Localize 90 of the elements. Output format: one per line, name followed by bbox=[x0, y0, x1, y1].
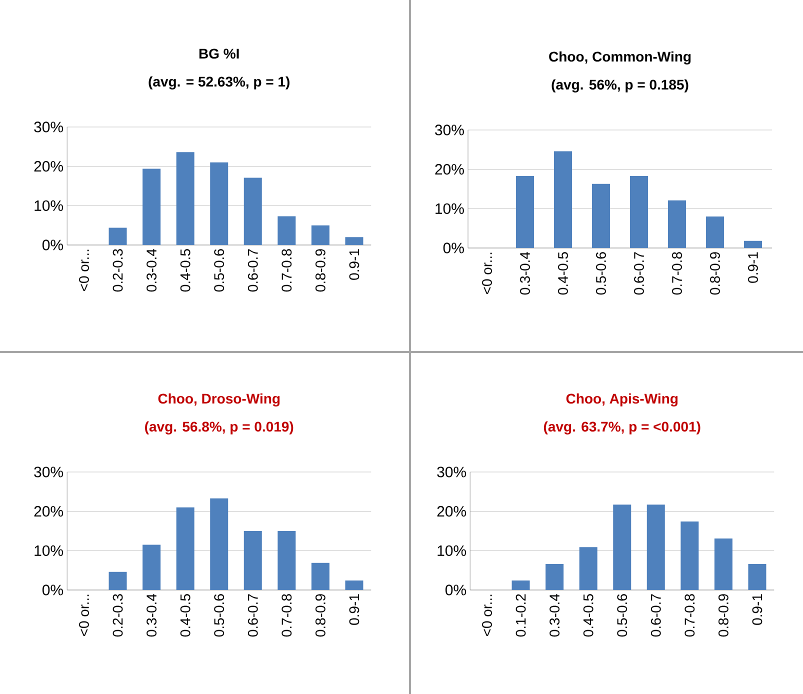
bar bbox=[278, 216, 296, 245]
x-tick-label: 0.4-0.5 bbox=[180, 249, 190, 292]
x-tick-label: 0.3-0.4 bbox=[146, 248, 157, 292]
bar bbox=[142, 544, 161, 590]
x-tick-label: 0.8-0.9 bbox=[315, 249, 326, 292]
x-tick-label: 0.8-0.9 bbox=[710, 252, 720, 295]
chart-title: Choo, Apis-Wing bbox=[566, 393, 678, 406]
bar bbox=[613, 504, 632, 590]
x-tick-label: 0.8-0.9 bbox=[718, 594, 728, 637]
y-tick-label: 10% bbox=[34, 200, 64, 211]
x-tick-label: 0.6-0.7 bbox=[634, 252, 644, 295]
x-tick-label: 0.1-0.2 bbox=[516, 594, 526, 637]
chart-subtitle: (avg. 56%, p = 0.185) bbox=[552, 79, 688, 92]
bar bbox=[592, 184, 610, 248]
x-tick-label: 0.7-0.8 bbox=[282, 249, 292, 292]
y-tick-label: 20% bbox=[34, 161, 64, 172]
x-tick-label: 0.8-0.9 bbox=[315, 594, 326, 637]
x-tick-label: <0 or... bbox=[79, 250, 89, 292]
bar bbox=[668, 200, 686, 248]
y-tick-label: 0% bbox=[445, 584, 466, 596]
bar bbox=[714, 538, 732, 590]
bar bbox=[311, 225, 330, 245]
y-tick-label: 30% bbox=[435, 124, 464, 136]
y-tick-label: 20% bbox=[437, 506, 466, 517]
x-tick-label: <0 or... bbox=[482, 252, 492, 294]
y-tick-label: 20% bbox=[34, 506, 64, 517]
bar bbox=[345, 580, 364, 590]
bar bbox=[680, 522, 699, 590]
bar bbox=[512, 580, 530, 590]
x-tick-label: 0.4-0.5 bbox=[583, 594, 594, 637]
bar bbox=[646, 504, 665, 590]
bar bbox=[176, 507, 194, 590]
x-tick-label: 0.4-0.5 bbox=[558, 252, 568, 295]
bar bbox=[744, 240, 762, 248]
x-tick-label: 0.4-0.5 bbox=[180, 594, 190, 637]
x-tick-label: <0 or... bbox=[79, 594, 89, 636]
x-tick-label: 0.2-0.3 bbox=[112, 249, 123, 292]
x-tick-label: 0.9-1 bbox=[748, 252, 758, 283]
bar bbox=[210, 162, 228, 245]
y-tick-label: 0% bbox=[443, 242, 464, 254]
chart-title: Choo, Common-Wing bbox=[549, 51, 691, 64]
bar bbox=[244, 178, 262, 245]
x-tick-label: 0.9-1 bbox=[349, 249, 360, 280]
y-tick-label: 20% bbox=[435, 164, 464, 175]
chart-subtitle: (avg. 56.8%, p = 0.019) bbox=[145, 421, 294, 434]
x-tick-label: 0.6-0.7 bbox=[248, 249, 258, 292]
y-tick-label: 10% bbox=[438, 545, 466, 556]
bar bbox=[142, 168, 161, 245]
y-tick-label: 30% bbox=[437, 466, 466, 478]
y-tick-label: 30% bbox=[34, 466, 64, 478]
y-tick-label: 30% bbox=[34, 122, 64, 132]
x-tick-label: 0.5-0.6 bbox=[214, 594, 224, 637]
x-tick-label: 0.6-0.7 bbox=[650, 594, 661, 637]
bar bbox=[748, 564, 766, 590]
bar bbox=[278, 531, 296, 590]
bar bbox=[546, 564, 564, 590]
x-tick-label: 0.5-0.6 bbox=[596, 252, 606, 295]
bar bbox=[554, 151, 572, 248]
bar bbox=[345, 237, 364, 245]
bar bbox=[516, 176, 534, 248]
chart-subtitle: (avg. = 52.63%, p = 1) bbox=[148, 76, 290, 90]
x-tick-label: 0.9-1 bbox=[752, 594, 762, 625]
y-tick-label: 10% bbox=[436, 203, 464, 214]
x-tick-label: 0.7-0.8 bbox=[672, 252, 682, 295]
x-tick-label: 0.3-0.4 bbox=[520, 252, 530, 295]
x-tick-label: <0 or... bbox=[482, 594, 492, 636]
y-tick-label: 0% bbox=[42, 240, 64, 250]
x-tick-label: 0.3-0.4 bbox=[550, 594, 560, 637]
bar bbox=[579, 547, 598, 590]
x-tick-label: 0.2-0.3 bbox=[112, 594, 123, 637]
chart-subtitle: (avg. 63.7%, p = <0.001) bbox=[544, 421, 700, 434]
chart-title: BG %I bbox=[199, 48, 239, 59]
bar bbox=[176, 152, 194, 245]
bar bbox=[630, 176, 648, 248]
chart-title: Choo, Droso-Wing bbox=[158, 393, 280, 406]
bar bbox=[244, 531, 262, 590]
x-tick-label: 0.7-0.8 bbox=[282, 594, 292, 637]
x-tick-label: 0.5-0.6 bbox=[214, 249, 224, 292]
bar bbox=[311, 562, 330, 590]
x-tick-label: 0.5-0.6 bbox=[617, 594, 628, 637]
y-tick-label: 10% bbox=[34, 545, 64, 556]
x-tick-label: 0.6-0.7 bbox=[248, 594, 258, 637]
bar bbox=[706, 216, 724, 248]
x-tick-label: 0.9-1 bbox=[349, 594, 360, 625]
bar bbox=[108, 572, 127, 590]
bar bbox=[108, 228, 127, 245]
bar bbox=[210, 498, 228, 590]
y-tick-label: 0% bbox=[42, 584, 64, 596]
x-tick-label: 0.3-0.4 bbox=[146, 594, 157, 637]
x-tick-label: 0.7-0.8 bbox=[684, 594, 695, 637]
